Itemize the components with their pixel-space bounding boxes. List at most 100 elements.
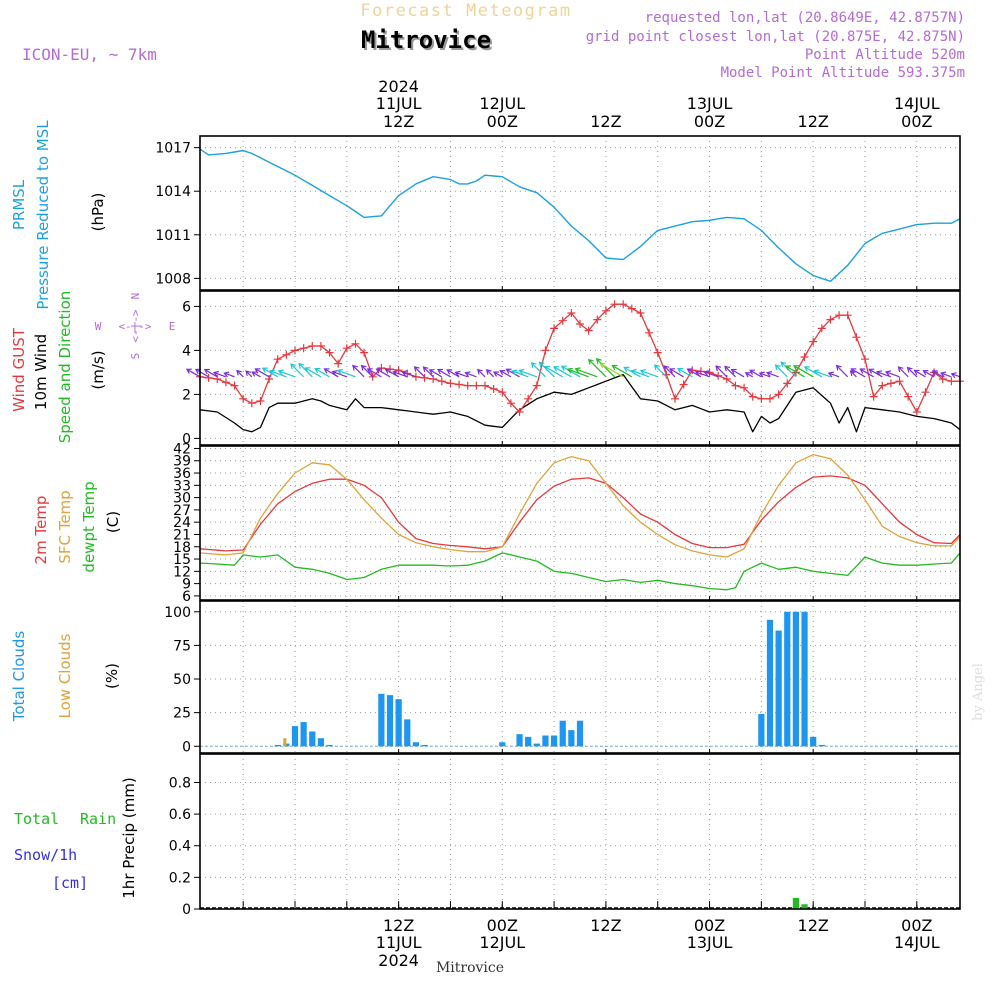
sfc-temp-label: SFC Temp [56,490,74,563]
gust-marker [653,348,662,357]
model-label: ICON-EU, ~ 7km [22,45,157,64]
bottom-axis-label: 12Z [798,916,829,935]
wind-arrow [694,370,710,378]
top-axis-label: 14JUL [894,94,940,113]
gust-marker [610,300,619,309]
gust-marker [740,383,749,392]
wind-arrow [413,366,425,378]
wind-arrow [792,365,814,378]
clouds-unit: (%) [103,663,121,689]
total-cloud-bar [516,734,523,747]
bottom-axis-label: 00Z [901,916,932,935]
total-cloud-bar [568,730,575,747]
gust-marker [748,392,757,401]
wind-arrow [813,369,831,378]
total-cloud-bar [818,744,825,747]
gust-marker [558,316,567,325]
wind-arrow [511,369,529,378]
wind-arrow [774,364,788,378]
sfc-temp-line [199,453,961,558]
gust-marker [826,315,835,324]
gust-marker [550,324,559,333]
pressure-ytick-label: 1017 [155,141,191,157]
supertitle: Forecast Meteogram [360,1,571,21]
total-rain-total: Total [14,810,59,828]
gust-marker [377,364,386,372]
wind-arrow [630,369,650,378]
bottom-axis-label: 00Z [487,916,518,935]
gust-marker [308,342,317,350]
wind-arrow [827,371,840,378]
wind-arrow [849,370,857,378]
bottom-axis-label: 12Z [590,916,621,935]
precip-panel: 0 0.2 0.4 0.6 0.8 [169,754,960,918]
temp-ytick-label: 39 [173,454,191,470]
temp-ytick-label: 15 [173,552,191,568]
temp-ytick-label: 33 [173,478,191,494]
wind-arrow [269,369,287,378]
top-axis-label: 11JUL [376,94,422,113]
total-cloud-bar [274,744,281,747]
snow-unit: [cm] [52,874,88,892]
gust-marker [835,311,844,320]
temp-ytick-label: 42 [173,441,191,457]
wind-arrow [669,368,684,378]
wind-ytick-label: 6 [182,299,191,315]
precip-ytick-label: 0.4 [169,839,191,855]
gust-marker [481,381,489,390]
total-cloud-bar [792,611,800,747]
temp-ytick-label: 21 [173,527,191,543]
pressure-plot-area [200,136,960,290]
gust-marker [472,381,481,390]
wind-arrow [544,365,564,378]
compass-east-arrows: <-|-> [118,320,151,333]
wind-arrow [897,366,909,378]
precip-ytick-label: 0.6 [169,807,191,823]
total-cloud-bar [300,722,307,747]
total-cloud-bar [576,720,584,747]
wind-arrow [653,364,667,378]
gust-marker [861,355,869,364]
wind-arrow [913,369,926,378]
wind-arrow [560,365,581,378]
wind-arrow [454,370,468,378]
model-altitude: Model Point Altitude 593.375m [721,65,965,81]
wind-arrow [245,370,253,378]
total-cloud-bar [542,735,549,747]
precip-plot-area [200,754,960,909]
wind-arrow [835,364,849,378]
wind-arrow [185,368,201,378]
requested-coords: requested lon,lat (20.8649E, 42.8757N) [645,10,965,26]
bottom-axis-label: 2024 [378,951,419,970]
wind-arrow [595,358,615,378]
gust-marker [766,394,774,403]
clouds-ytick-label: 100 [164,605,191,621]
clouds-ytick-label: 75 [173,638,191,654]
gust-marker [800,353,809,361]
gust-marker [817,324,826,333]
gust-marker [506,399,515,408]
gust-marker [904,392,913,401]
clouds-ytick-label: 0 [182,739,191,755]
gust-marker [671,394,679,403]
wind-arrow [676,367,693,378]
top-axis-label: 00Z [487,112,518,131]
wind-arrow [499,370,512,378]
total-cloud-bar [317,738,325,747]
wind-arrow [785,365,805,378]
top-axis-label: 13JUL [687,94,733,113]
wind-arrow [261,367,278,378]
wind-arrow [906,366,918,378]
gust-marker [239,394,248,403]
precip-ytick-label: 0.2 [169,870,191,886]
pressure-unit: (hPa) [89,193,107,232]
gust-marker [342,344,351,353]
gust-marker [843,311,852,320]
gust-marker [567,309,576,317]
wind-arrow [518,368,538,378]
pressure-ytick-label: 1014 [155,184,191,200]
total-cloud-bar [525,736,532,747]
wind-arrow [766,371,779,378]
wind-ytick-label: 0 [182,431,191,447]
wind-arrow [485,368,495,378]
